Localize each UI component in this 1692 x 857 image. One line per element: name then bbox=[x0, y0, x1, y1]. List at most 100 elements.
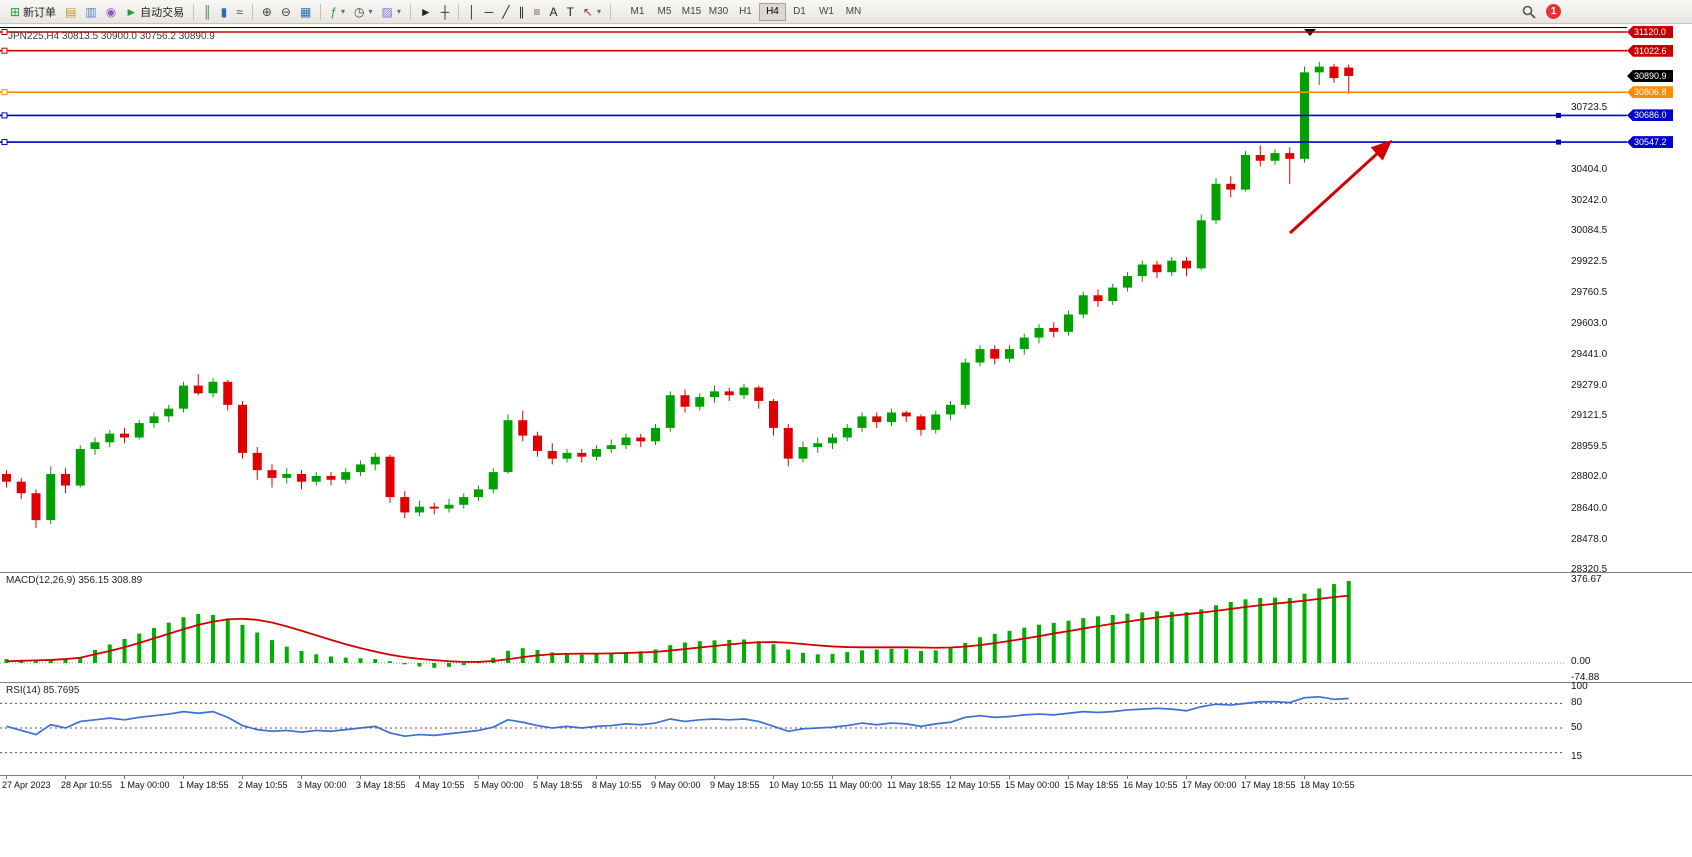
candle bbox=[724, 391, 734, 396]
market-watch-icon[interactable]: ▥ bbox=[81, 2, 100, 22]
candle bbox=[385, 456, 395, 498]
candle bbox=[990, 349, 1000, 359]
toolbar-separator bbox=[320, 3, 322, 20]
line-handle[interactable] bbox=[1, 29, 8, 35]
auto-trading-button-label: 自动交易 bbox=[140, 6, 185, 19]
timeframe-m15[interactable]: M15 bbox=[681, 6, 702, 17]
text-icon[interactable]: A bbox=[546, 2, 562, 22]
dropdown-caret-icon: ▾ bbox=[368, 7, 373, 16]
indicators-icon[interactable]: ƒ ▾ bbox=[326, 2, 349, 22]
new-order-button[interactable]: ⊞ 新订单 bbox=[6, 2, 60, 22]
candle bbox=[326, 475, 336, 480]
candle bbox=[695, 397, 705, 407]
price-tick: 28640.0 bbox=[1571, 502, 1608, 514]
trendline-icon[interactable]: ╱ bbox=[498, 2, 513, 22]
arrow-annotation[interactable] bbox=[1288, 139, 1393, 235]
time-tick bbox=[1068, 776, 1069, 779]
candle bbox=[518, 420, 528, 436]
auto-trading-button[interactable]: ► 自动交易 bbox=[121, 2, 188, 22]
cursor-icon[interactable]: ► bbox=[416, 2, 436, 22]
price-tick: 28802.0 bbox=[1571, 471, 1608, 483]
price-line-31022.6[interactable] bbox=[0, 47, 1627, 54]
charts-profile-icon: ▤ bbox=[65, 4, 77, 19]
zoom-out-icon[interactable]: ⊖ bbox=[277, 2, 295, 22]
price-line-30547.2[interactable] bbox=[0, 139, 1627, 146]
trendline-icon: ╱ bbox=[502, 4, 510, 19]
rsi-panel[interactable] bbox=[0, 682, 1692, 776]
candles bbox=[2, 61, 1354, 528]
timeframe-m30[interactable]: M30 bbox=[708, 6, 729, 17]
dropdown-caret-icon: ▾ bbox=[596, 7, 601, 16]
candle bbox=[842, 427, 852, 438]
time-tick bbox=[1186, 776, 1187, 779]
price-badge: 31120.0 bbox=[1627, 26, 1673, 38]
time-label: 9 May 00:00 bbox=[651, 780, 701, 790]
auto-trading-icon: ► bbox=[125, 4, 138, 19]
channel-icon[interactable]: ∥ bbox=[515, 2, 529, 22]
candle bbox=[606, 445, 616, 450]
text-label-icon[interactable]: T bbox=[563, 2, 578, 22]
macd-panel[interactable] bbox=[0, 572, 1692, 683]
time-axis[interactable]: 27 Apr 2023 28 Apr 10:55 1 May 00:00 1 May … bbox=[0, 775, 1692, 796]
candle bbox=[193, 385, 203, 394]
line-handle[interactable] bbox=[1, 47, 8, 54]
price-tick: 29279.0 bbox=[1571, 379, 1608, 391]
notification-badge[interactable]: 1 bbox=[1546, 4, 1561, 19]
toolbar-separator bbox=[609, 3, 611, 20]
line-chart-icon: ≈ bbox=[236, 4, 243, 19]
line-handle[interactable] bbox=[1, 139, 8, 146]
fibonacci-icon[interactable]: ≡ bbox=[530, 2, 545, 22]
time-label: 1 May 18:55 bbox=[179, 780, 229, 790]
price-tick: 30084.5 bbox=[1571, 224, 1608, 236]
price-line-31120.0[interactable] bbox=[0, 29, 1627, 35]
line-handle[interactable] bbox=[1556, 139, 1561, 145]
arrows-icon[interactable]: ↖ ▾ bbox=[579, 2, 605, 22]
timeframe-h1[interactable]: H1 bbox=[739, 6, 752, 17]
templates-icon[interactable]: ▨ ▾ bbox=[378, 2, 405, 22]
candle bbox=[636, 437, 646, 442]
macd-histogram bbox=[4, 581, 1351, 668]
price-tick: 29441.0 bbox=[1571, 348, 1608, 360]
candlestick-chart-icon[interactable]: ▮ bbox=[217, 2, 232, 22]
line-chart-icon[interactable]: ≈ bbox=[232, 2, 247, 22]
candle bbox=[665, 395, 675, 428]
candle bbox=[857, 416, 867, 428]
timeframe-m5[interactable]: M5 bbox=[657, 6, 672, 17]
time-tick bbox=[478, 776, 479, 779]
timeframe-group: M1 M5 M15 M30 H1 H4 D1 W1 MN bbox=[624, 2, 867, 21]
vertical-line-icon[interactable]: │ bbox=[464, 2, 480, 22]
timeframe-w1[interactable]: W1 bbox=[818, 6, 834, 17]
main-chart[interactable] bbox=[0, 22, 1692, 572]
rsi-tick: 50 bbox=[1571, 722, 1583, 733]
time-tick bbox=[891, 776, 892, 779]
time-label: 11 May 00:00 bbox=[828, 780, 882, 790]
timeframe-m1[interactable]: M1 bbox=[630, 6, 645, 17]
time-label: 2 May 10:55 bbox=[238, 780, 288, 790]
bar-chart-icon[interactable]: ║ bbox=[199, 2, 216, 22]
candle bbox=[179, 385, 188, 409]
macd-label: MACD(12,26,9) 356.15 308.89 bbox=[6, 575, 147, 586]
search-icon[interactable] bbox=[1522, 5, 1536, 19]
tile-windows-icon[interactable]: ▦ bbox=[296, 2, 315, 22]
candle bbox=[887, 412, 896, 423]
candle bbox=[1005, 349, 1014, 359]
news-icon[interactable]: ◉ bbox=[102, 2, 120, 22]
timeframe-h4[interactable]: H4 bbox=[758, 2, 786, 21]
line-handle[interactable] bbox=[1556, 112, 1561, 118]
candle bbox=[267, 470, 277, 478]
crosshair-icon[interactable]: ┼ bbox=[437, 2, 454, 22]
indicators-icon: ƒ bbox=[330, 4, 337, 19]
line-handle[interactable] bbox=[1, 89, 8, 96]
price-line-30686.0[interactable] bbox=[0, 112, 1627, 119]
price-line-30806.8[interactable] bbox=[0, 89, 1627, 96]
zoom-in-icon[interactable]: ⊕ bbox=[258, 2, 276, 22]
line-handle[interactable] bbox=[1, 112, 8, 119]
charts-profile-icon[interactable]: ▤ bbox=[61, 2, 80, 22]
candle bbox=[1314, 66, 1324, 73]
periods-icon[interactable]: ◷ ▾ bbox=[350, 2, 377, 22]
time-label: 18 May 10:55 bbox=[1300, 780, 1355, 790]
candle bbox=[31, 493, 41, 521]
horizontal-line-icon[interactable]: ─ bbox=[481, 2, 498, 22]
timeframe-mn[interactable]: MN bbox=[845, 6, 862, 17]
timeframe-d1[interactable]: D1 bbox=[793, 6, 806, 17]
